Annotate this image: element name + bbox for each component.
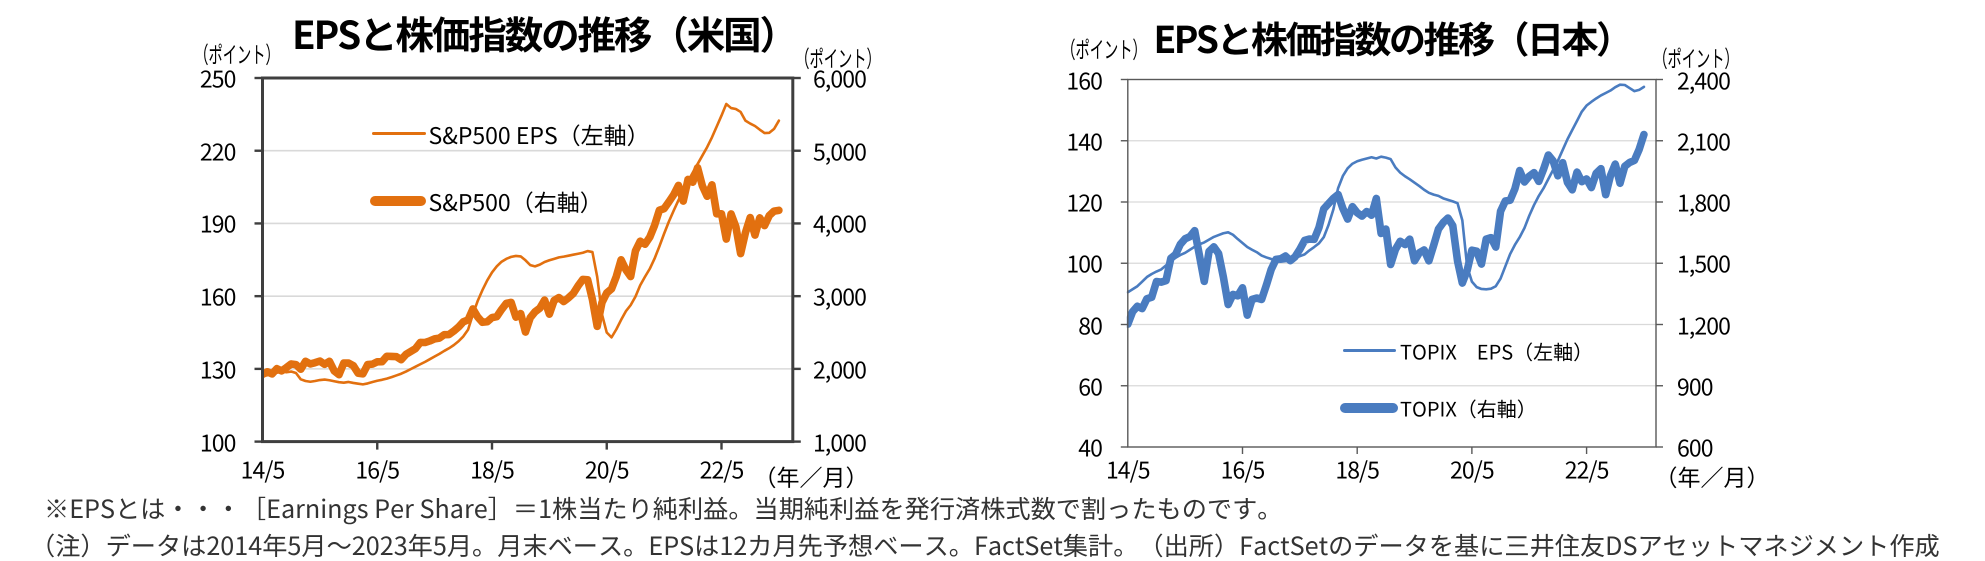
japan-x-axis-tick-label: 22/5 [1564, 451, 1610, 486]
japan-x-axis-tick-label: 16/5 [1220, 451, 1266, 486]
plot-border [261, 76, 795, 444]
note-data-source: （注）データは2014年5月～2023年5月。月末ベース。EPSは12カ月先予想… [30, 527, 1940, 561]
japan-right-axis-tick-label: 2,400 [1677, 62, 1731, 96]
japan-left-axis-tick-label: 40 [1078, 429, 1103, 464]
japan-eps-line-sample [1343, 348, 1396, 353]
us-x-axis-tick-label: 16/5 [355, 451, 400, 486]
japan-right-axis-tick-label: 1,200 [1677, 307, 1731, 341]
japan-right-axis-tick-label: 900 [1677, 368, 1713, 403]
us-right-axis-tick-label: 2,000 [813, 351, 867, 386]
japan-left-axis-tick-label: 140 [1066, 123, 1102, 158]
us-left-axis-tick-label: 130 [199, 351, 236, 386]
note-eps-definition: ※EPSとは・・・［Earnings Per Share］＝1株当たり純利益。当… [44, 490, 1283, 526]
japan-chart-title: EPSと株価指数の推移（日本） [1153, 10, 1633, 64]
us-x-axis-tick-label: 20/5 [584, 451, 630, 486]
us-left-axis-tick-label: 250 [199, 60, 236, 95]
japan-index-legend-label: TOPIX（右軸） [1400, 393, 1537, 423]
japan-index-line [1126, 130, 1648, 329]
japan-right-axis-tick-label: 2,100 [1677, 123, 1731, 158]
japan-x-axis-tick-label: 20/5 [1450, 451, 1495, 486]
us-left-axis-tick-label: 220 [199, 133, 236, 168]
japan-left-axis-tick-label: 60 [1078, 368, 1103, 403]
japan-eps-legend-label: TOPIX EPS（左軸） [1400, 336, 1594, 365]
us-index-legend-label: S&P500（右軸） [428, 183, 603, 218]
japan-left-axis-tick-label: 120 [1066, 184, 1102, 219]
us-chart-title: EPSと株価指数の推移（米国） [292, 5, 798, 61]
us-right-axis-unit: （ポイント） [795, 40, 881, 74]
japan-left-axis-unit: （ポイント） [1061, 31, 1147, 65]
japan-x-axis-unit: （年／月） [1654, 459, 1770, 493]
us-right-axis-tick-label: 1,000 [813, 424, 867, 459]
us-left-axis-tick-label: 190 [199, 205, 236, 240]
us-right-axis-tick-label: 4,000 [813, 205, 867, 240]
us-left-axis-tick-label: 160 [199, 278, 236, 313]
us-index-line-sample [370, 195, 426, 206]
japan-eps-line [1126, 83, 1646, 294]
japan-right-axis-tick-label: 1,500 [1677, 245, 1731, 280]
japan-left-axis-tick-label: 80 [1078, 307, 1103, 341]
japan-left-axis-tick-label: 100 [1066, 245, 1102, 280]
japan-right-axis-tick-label: 600 [1677, 429, 1713, 464]
us-x-axis-unit: （年／月） [753, 459, 869, 493]
japan-right-axis-unit: （ポイント） [1653, 40, 1739, 74]
us-left-axis-unit: （ポイント） [194, 36, 280, 70]
japan-x-axis-tick-label: 18/5 [1335, 451, 1380, 486]
us-right-axis-tick-label: 5,000 [813, 133, 867, 168]
japan-left-axis-tick-label: 160 [1066, 62, 1102, 96]
us-right-axis-tick-label: 6,000 [813, 60, 867, 95]
us-x-axis-tick-label: 14/5 [240, 451, 286, 486]
us-eps-line-sample [371, 131, 426, 136]
us-right-axis-tick-label: 3,000 [813, 278, 867, 313]
japan-right-axis-tick-label: 1,800 [1677, 184, 1731, 219]
japan-x-axis-tick-label: 14/5 [1105, 451, 1151, 486]
us-left-axis-tick-label: 100 [199, 424, 236, 459]
us-x-axis-tick-label: 22/5 [699, 451, 745, 486]
us-eps-legend-label: S&P500 EPS（左軸） [428, 116, 650, 151]
us-index-line [261, 163, 783, 379]
japan-index-line-sample [1340, 403, 1398, 413]
us-x-axis-tick-label: 18/5 [470, 451, 515, 486]
